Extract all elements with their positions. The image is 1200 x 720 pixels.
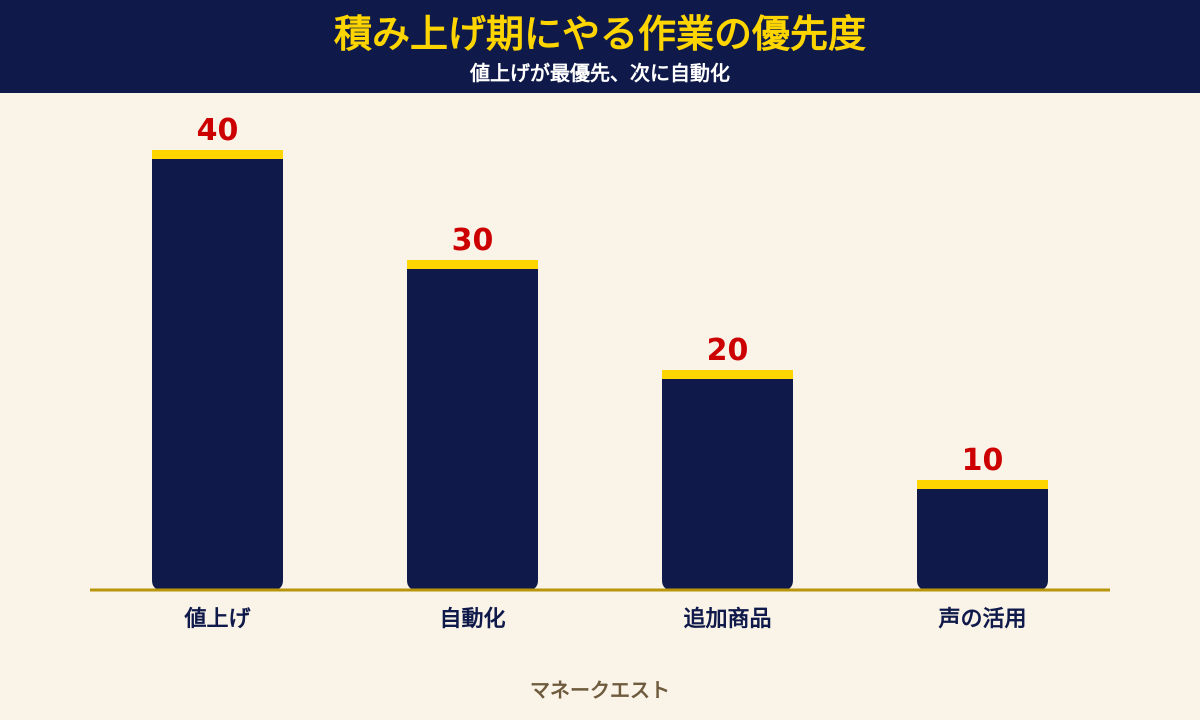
category-label-3: 追加商品 (683, 606, 771, 632)
bar-cap-2 (407, 260, 538, 269)
bar-cap-1 (152, 150, 283, 159)
bar-4 (917, 480, 1048, 590)
category-label-4: 声の活用 (937, 607, 1026, 632)
category-label-2: 自動化 (439, 606, 505, 632)
value-label-3: 20 (707, 333, 749, 368)
watermark: マネークエスト (530, 678, 670, 702)
header-banner: 積み上げ期にやる作業の優先度 値上げが最優先、次に自動化 (0, 0, 1200, 93)
bar-1 (152, 150, 283, 590)
bar-cap-4 (917, 480, 1048, 489)
value-label-2: 30 (452, 223, 494, 258)
chart-subtitle: 値上げが最優先、次に自動化 (470, 61, 730, 85)
value-label-4: 10 (962, 443, 1004, 478)
chart-title: 積み上げ期にやる作業の優先度 (333, 12, 866, 56)
category-label-1: 値上げ (183, 607, 251, 632)
bar-cap-3 (662, 370, 793, 379)
bar-2 (407, 260, 538, 590)
value-label-1: 40 (197, 113, 239, 148)
bar-3 (662, 370, 793, 590)
